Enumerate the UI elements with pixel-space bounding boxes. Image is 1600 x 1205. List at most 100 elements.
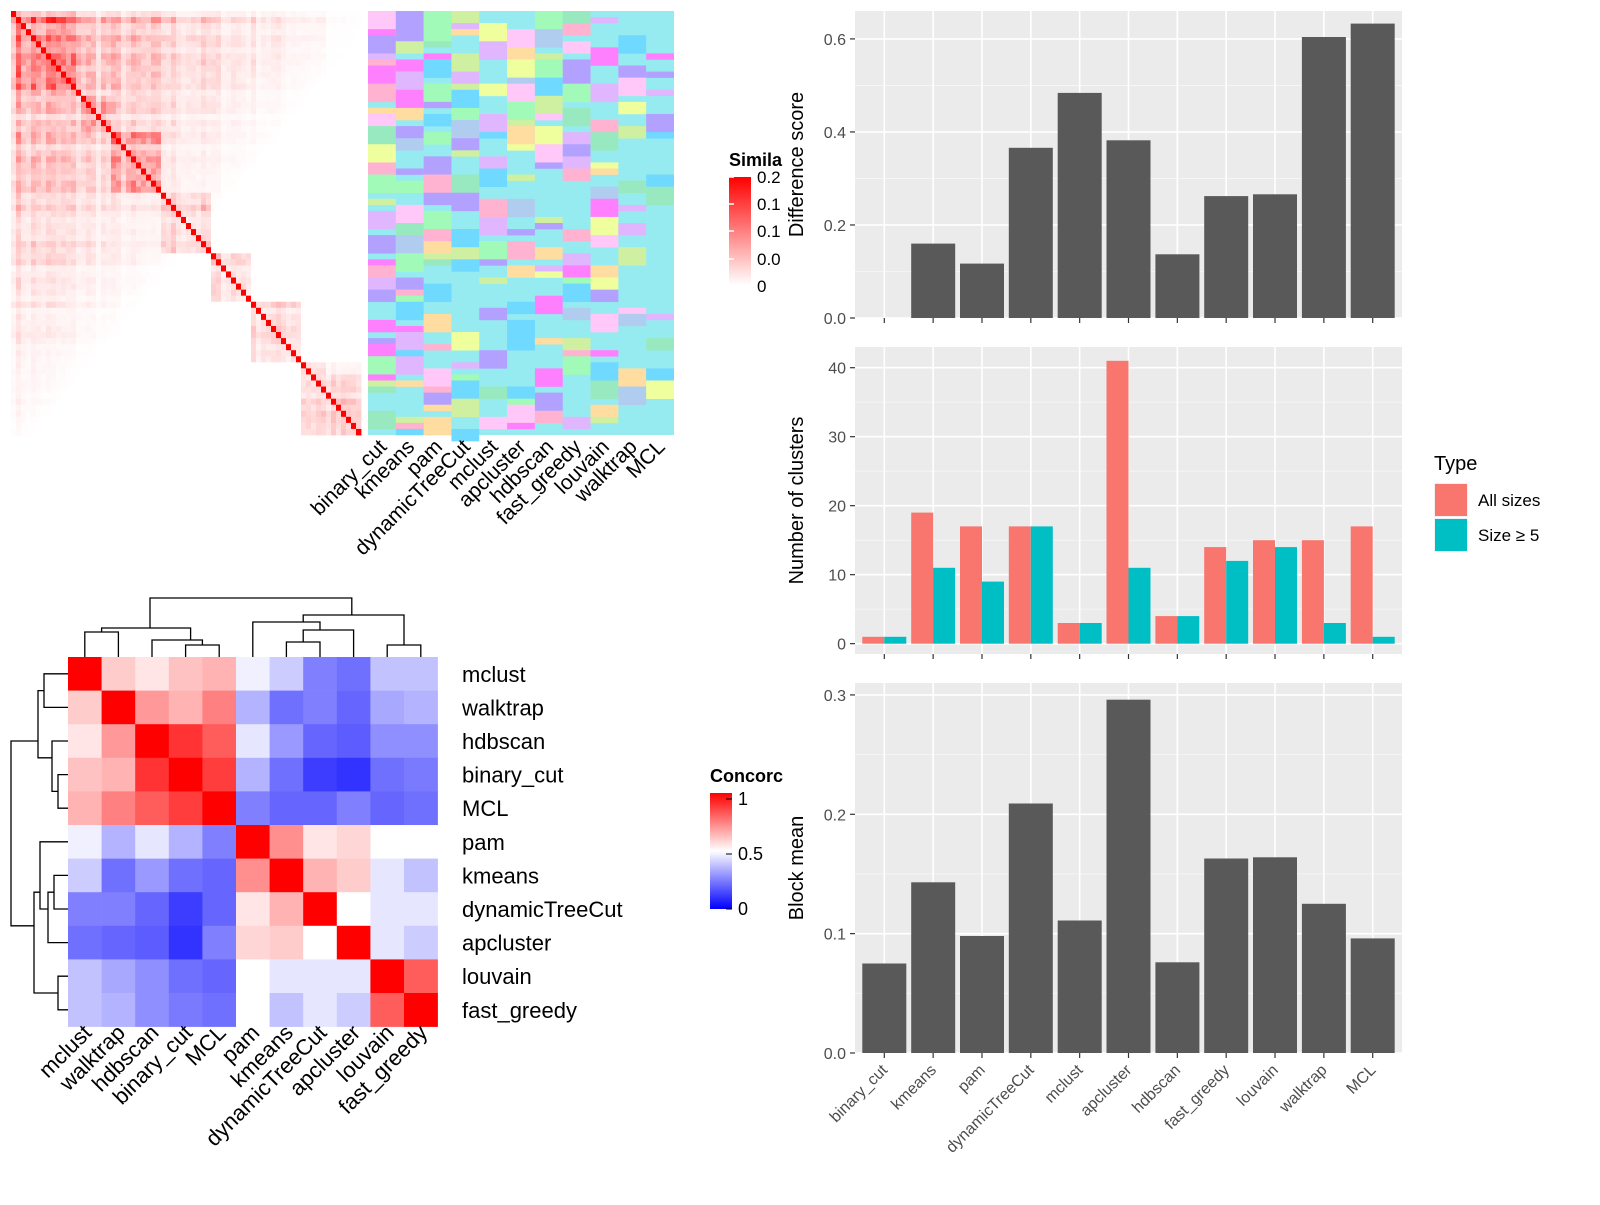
similarity-cell (16, 313, 22, 321)
similarity-cell (151, 338, 157, 345)
similarity-cell (126, 386, 132, 393)
similarity-cell (251, 216, 257, 224)
similarity-cell (166, 398, 172, 406)
similarity-cell (241, 313, 247, 321)
similarity-cell (226, 11, 232, 18)
similarity-cell (181, 77, 187, 85)
similarity-cell (86, 156, 92, 163)
similarity-cell (341, 422, 347, 430)
similarity-cell (136, 362, 142, 369)
similarity-cell (16, 235, 22, 242)
similarity-cell (261, 29, 267, 36)
similarity-cell (26, 120, 32, 127)
similarity-cell (216, 271, 222, 278)
similarity-cell (256, 35, 262, 42)
similarity-cell (156, 386, 162, 393)
similarity-cell (161, 150, 167, 157)
similarity-cell (231, 41, 237, 48)
similarity-cell (176, 247, 182, 254)
similarity-cell (196, 144, 202, 151)
similarity-cell (16, 144, 22, 151)
similarity-cell (216, 247, 222, 254)
similarity-cell (271, 410, 277, 418)
similarity-cell (166, 253, 172, 260)
similarity-cell (236, 307, 242, 315)
similarity-cell (61, 71, 67, 79)
similarity-cell (91, 319, 97, 327)
similarity-cell (121, 47, 127, 54)
similarity-cell (156, 95, 162, 103)
similarity-cell (21, 404, 27, 412)
similarity-cell (306, 301, 312, 309)
similarity-cell (51, 271, 57, 278)
annotation-cell (395, 107, 424, 121)
similarity-cell (31, 126, 37, 133)
similarity-cell (81, 422, 87, 430)
similarity-cell (231, 223, 237, 230)
similarity-cell (286, 362, 292, 369)
similarity-cell (171, 265, 177, 272)
similarity-cell (181, 392, 187, 400)
similarity-cell (196, 344, 202, 351)
similarity-cell (221, 210, 227, 218)
similarity-cell (351, 380, 357, 387)
similarity-cell (171, 77, 177, 85)
similarity-cell (266, 271, 272, 278)
similarity-cell (156, 416, 162, 424)
similarity-cell (61, 259, 67, 266)
similarity-cell (326, 77, 332, 85)
similarity-cell (151, 398, 157, 406)
similarity-cell (281, 174, 287, 181)
similarity-cell (51, 350, 57, 357)
similarity-cell (81, 404, 87, 412)
similarity-cell (296, 356, 302, 363)
similarity-cell (81, 253, 87, 260)
similarity-cell (286, 59, 292, 66)
similarity-cell (191, 223, 197, 230)
similarity-cell (71, 253, 77, 260)
similarity-cell (211, 428, 217, 436)
similarity-cell (196, 313, 202, 321)
similarity-cell (61, 95, 67, 103)
similarity-cell (291, 204, 297, 212)
similarity-cell (101, 59, 107, 66)
similarity-cell (311, 307, 317, 315)
similarity-cell (336, 83, 342, 91)
similarity-cell (201, 386, 207, 393)
similarity-cell (296, 29, 302, 36)
similarity-cell (306, 101, 312, 109)
similarity-cell (66, 180, 72, 188)
similarity-cell (101, 107, 107, 115)
similarity-cell (101, 223, 107, 230)
similarity-cell (276, 428, 282, 436)
similarity-cell (296, 65, 302, 72)
similarity-cell (36, 404, 42, 412)
similarity-cell (21, 362, 27, 369)
similarity-cell (191, 374, 197, 381)
similarity-cell (176, 17, 182, 24)
similarity-cell (151, 132, 157, 139)
similarity-cell (276, 41, 282, 48)
similarity-cell (61, 301, 67, 309)
similarity-cell (241, 338, 247, 345)
similarity-cell (291, 344, 297, 351)
similarity-cell (286, 192, 292, 200)
similarity-cell (156, 380, 162, 387)
similarity-cell (91, 144, 97, 151)
similarity-cell (211, 350, 217, 357)
similarity-cell (216, 235, 222, 242)
similarity-cell (351, 410, 357, 418)
similarity-cell (281, 380, 287, 387)
similarity-cell (316, 404, 322, 412)
similarity-cell (21, 428, 27, 436)
similarity-cell (201, 198, 207, 206)
similarity-cell (336, 398, 342, 406)
similarity-cell (121, 271, 127, 278)
similarity-cell (291, 410, 297, 418)
similarity-cell (251, 356, 257, 363)
similarity-cell (246, 23, 252, 30)
similarity-cell (241, 374, 247, 381)
similarity-cell (181, 168, 187, 175)
similarity-cell (31, 223, 37, 230)
similarity-cell (161, 295, 167, 303)
